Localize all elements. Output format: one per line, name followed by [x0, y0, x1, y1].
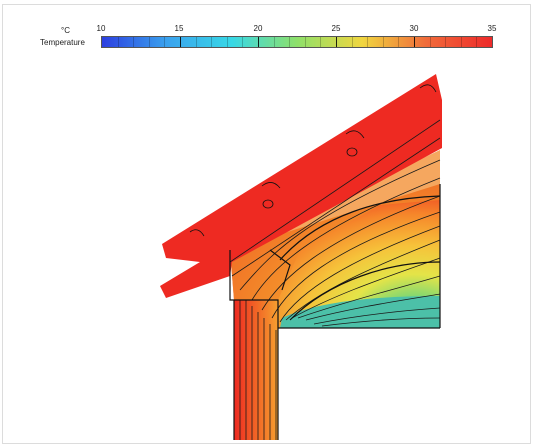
legend-segment-divider	[242, 37, 244, 47]
legend-segment-divider	[304, 37, 306, 47]
roof-slab	[160, 74, 442, 298]
legend-segment-divider	[429, 37, 431, 47]
temperature-color-scale	[101, 36, 493, 48]
legend-segment-divider	[289, 37, 291, 47]
eave-warm-zone	[230, 150, 440, 300]
legend-segment-divider	[460, 37, 462, 47]
legend-segment-divider	[180, 37, 181, 47]
legend-tick-25: 25	[331, 24, 341, 33]
legend-segment-divider	[336, 37, 337, 47]
legend-tick-15: 15	[174, 24, 184, 33]
legend-segment-divider	[476, 37, 478, 47]
legend-segment-divider	[148, 37, 150, 47]
structure-outlines	[229, 184, 441, 440]
isotherm-lines	[229, 119, 441, 440]
legend-segment-divider	[258, 37, 259, 47]
legend-segment-divider	[367, 37, 369, 47]
wall-section	[234, 300, 278, 440]
legend-segment-divider	[398, 37, 400, 47]
legend-label: Temperature	[40, 38, 85, 47]
legend-segment-divider	[414, 37, 415, 47]
legend-tick-35: 35	[487, 24, 497, 33]
legend-segment-divider	[445, 37, 447, 47]
legend-segment-divider	[117, 37, 119, 47]
legend-segment-divider	[320, 37, 322, 47]
legend-tick-10: 10	[96, 24, 106, 33]
legend-segment-divider	[273, 37, 275, 47]
legend-segment-divider	[382, 37, 384, 47]
legend-segment-divider	[211, 37, 213, 47]
legend-tick-20: 20	[253, 24, 263, 33]
legend-segment-divider	[164, 37, 166, 47]
roof-tile-joints	[189, 84, 437, 237]
eave-body	[230, 184, 440, 328]
legend-segment-divider	[226, 37, 228, 47]
legend-tick-30: 30	[409, 24, 419, 33]
legend-segment-divider	[351, 37, 353, 47]
ceiling-cool-zone	[280, 296, 440, 328]
legend-segment-divider	[133, 37, 135, 47]
legend-unit: °C	[61, 26, 70, 35]
legend-segment-divider	[195, 37, 197, 47]
